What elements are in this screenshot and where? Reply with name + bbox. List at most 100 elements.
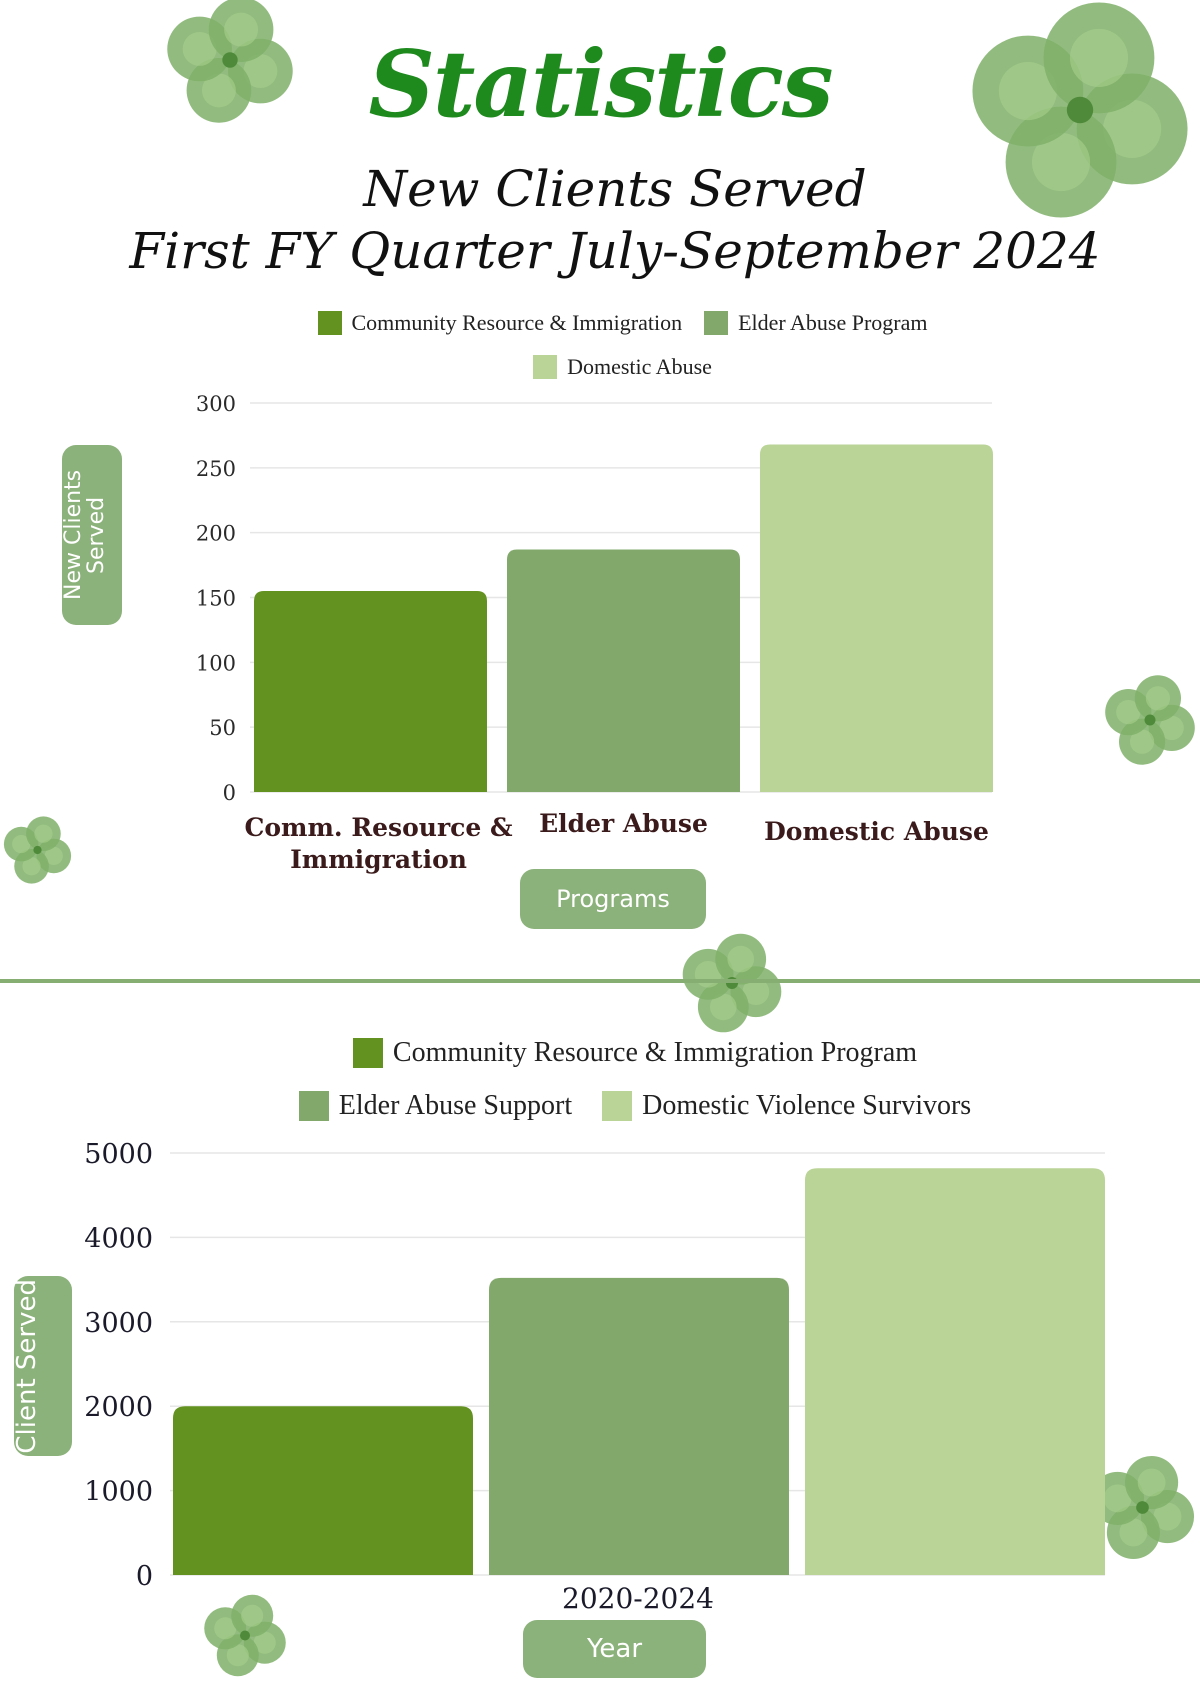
- x-tick-label-line: Comm. Resource &: [244, 813, 512, 842]
- bar: [507, 549, 740, 792]
- clover-leaves: [167, 0, 293, 123]
- chart1-legend-row2: Domestic Abuse: [0, 354, 1200, 380]
- legend-label: Community Resource & Immigration Program: [392, 1037, 918, 1068]
- y-axis-label: Client Served: [12, 1276, 72, 1456]
- legend-label: Domestic Violence Survivors: [642, 1090, 972, 1121]
- clover-center: [239, 1630, 251, 1641]
- clover-leaf-highlight: [1069, 28, 1129, 87]
- clover-leaf-highlight: [1103, 1484, 1132, 1513]
- chart-new-clients: 0 50 100 150 200 250 300 Comm. Resource & Immigr…: [196, 392, 993, 874]
- clover-leaf-highlight: [727, 945, 755, 973]
- chart2-legend-row2: Elder Abuse Support Domestic Violence Su…: [0, 1090, 1200, 1122]
- clover-leaf-highlight: [1145, 686, 1171, 711]
- y-tick-label: 0: [223, 781, 236, 805]
- clover-leaf-highlight: [243, 54, 278, 89]
- clover-leaves: [3, 816, 72, 884]
- legend-swatch: [298, 1091, 329, 1121]
- clover-icon: [1105, 675, 1195, 765]
- legend-item: Elder Abuse Program: [704, 310, 927, 336]
- clover-leaf-highlight: [22, 857, 41, 876]
- clover-icon: [972, 2, 1188, 218]
- legend-item: Domestic Violence Survivors: [602, 1090, 971, 1122]
- y-tick-label: 300: [196, 392, 236, 416]
- y-axis-label: New Clients Served: [61, 445, 122, 625]
- legend-swatch: [704, 311, 729, 335]
- x-axis-label: Year: [523, 1620, 706, 1678]
- bar: [489, 1277, 789, 1575]
- clover-center: [1144, 714, 1156, 726]
- clover-center: [1066, 96, 1094, 124]
- clover-leaves: [1105, 675, 1195, 765]
- clover-leaf-highlight: [742, 978, 770, 1006]
- bar: [173, 1406, 473, 1575]
- legend-swatch: [352, 1038, 383, 1068]
- clover-leaf-highlight: [1137, 1468, 1166, 1497]
- y-tick-label: 250: [196, 457, 236, 481]
- x-tick-label: Comm. Resource & Immigration: [244, 813, 512, 874]
- subtitle-line1: New Clients Served: [363, 160, 867, 218]
- subtitle-line2: First FY Quarter July-September 2024: [129, 222, 1101, 280]
- clover-leaf-highlight: [34, 824, 53, 843]
- clover-leaf-highlight: [226, 1644, 249, 1667]
- clover-leaf-highlight: [182, 31, 217, 66]
- clover-leaf-highlight: [241, 1604, 264, 1627]
- chart-clients-served: 0 1000 2000 3000 4000 5000 2020-2024: [84, 1139, 1105, 1615]
- clover-leaf-highlight: [201, 73, 236, 108]
- clover-leaves: [204, 1594, 286, 1677]
- clover-leaf-highlight: [1159, 715, 1184, 741]
- clover-leaf-highlight: [1103, 99, 1162, 159]
- clover-leaf-highlight: [1153, 1502, 1182, 1531]
- clover-leaf-highlight: [1119, 1518, 1148, 1547]
- y-tick-label: 150: [196, 587, 236, 611]
- legend-item: Community Resource & Immigration Program: [352, 1037, 918, 1069]
- y-tick-label: 100: [196, 651, 236, 675]
- clover-center: [1136, 1501, 1149, 1514]
- y-tick-label: 50: [209, 716, 236, 740]
- clover-leaves: [682, 933, 782, 1033]
- bar: [760, 444, 993, 792]
- legend-swatch: [533, 355, 558, 379]
- clover-leaf-highlight: [253, 1631, 276, 1654]
- y-tick-label: 1000: [84, 1477, 153, 1508]
- legend-label: Domestic Abuse: [567, 354, 712, 379]
- y-tick-label: 200: [196, 522, 236, 546]
- y-tick-label: 2000: [84, 1392, 153, 1423]
- clover-leaf-highlight: [1116, 699, 1141, 725]
- legend-swatch: [602, 1091, 633, 1121]
- clover-leaf-highlight: [998, 61, 1057, 121]
- legend-item: Domestic Abuse: [533, 354, 712, 380]
- legend-label: Elder Abuse Support: [338, 1090, 573, 1121]
- clover-icon: [167, 0, 293, 123]
- page-title: Statistics: [368, 30, 833, 138]
- legend-label: Elder Abuse Program: [738, 310, 928, 335]
- chart1-legend: Community Resource & Immigration Elder A…: [0, 310, 1200, 336]
- y-tick-label: 5000: [84, 1139, 153, 1170]
- section-divider: [0, 979, 1200, 983]
- clover-icon: [682, 933, 782, 1033]
- x-tick-label-line: Immigration: [290, 845, 467, 874]
- bar: [254, 591, 487, 792]
- clover-leaves: [972, 2, 1188, 218]
- legend-item: Elder Abuse Support: [298, 1090, 573, 1122]
- clover-leaf-highlight: [224, 12, 259, 47]
- clover-leaf-highlight: [214, 1617, 237, 1640]
- x-tick-label: Elder Abuse: [539, 809, 708, 838]
- x-tick-label-line: Domestic Abuse: [764, 817, 989, 846]
- legend-item: Community Resource & Immigration: [317, 310, 682, 336]
- clover-leaf-highlight: [44, 846, 63, 866]
- clover-leaf-highlight: [709, 993, 737, 1021]
- clover-leaf-highlight: [1129, 729, 1155, 754]
- x-axis-label: Programs: [520, 869, 706, 929]
- legend-swatch: [317, 311, 342, 335]
- x-tick-label: Domestic Abuse: [764, 817, 989, 846]
- clover-leaf-highlight: [12, 834, 31, 854]
- y-tick-label: 3000: [84, 1308, 153, 1339]
- clover-leaf-highlight: [1031, 133, 1091, 192]
- clover-center: [33, 845, 42, 855]
- clover-icon: [204, 1594, 286, 1677]
- x-tick-label: 2020-2024: [562, 1582, 714, 1615]
- chart2-legend: Community Resource & Immigration Program: [0, 1037, 1200, 1069]
- bar: [805, 1168, 1105, 1575]
- y-tick-label: 0: [136, 1561, 153, 1592]
- clover-icon: [3, 816, 72, 884]
